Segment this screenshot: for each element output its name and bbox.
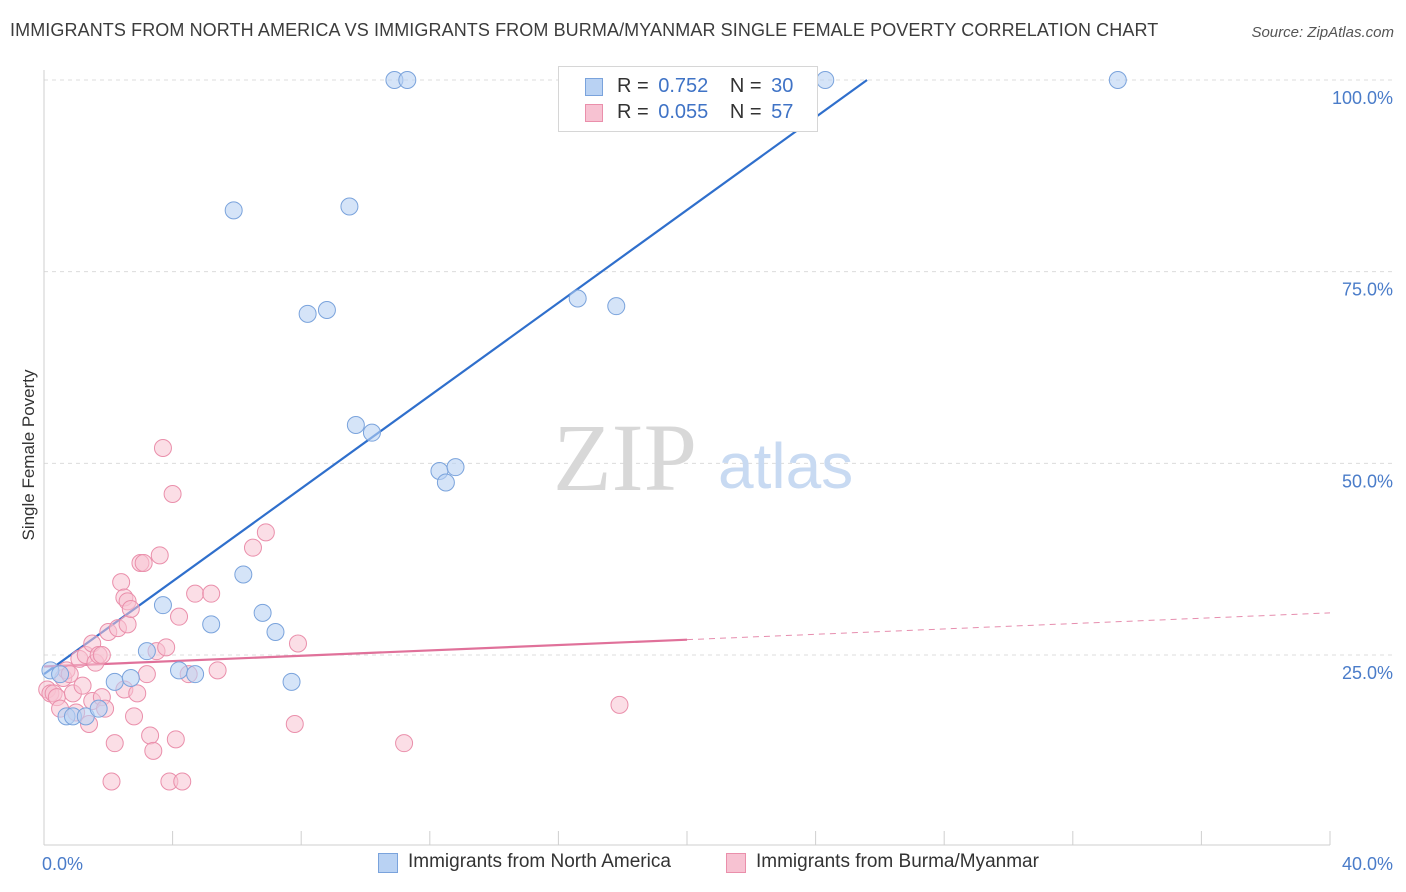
gridlines [44, 79, 1392, 656]
legend-text: R = 0.752 N = 30 [617, 75, 793, 98]
data-point-burma [137, 665, 156, 684]
legend-n-value: 30 [771, 75, 794, 97]
data-point-north-america [317, 301, 336, 319]
trend-line-burma [43, 638, 688, 668]
legend-r-value: 0.752 [658, 75, 709, 97]
data-point-north-america [266, 623, 285, 641]
series-swatch-blue [378, 853, 398, 873]
legend-r-label: R = [617, 75, 649, 97]
data-point-burma [202, 584, 221, 603]
data-point-north-america [202, 615, 221, 634]
legend-r-label: R = [617, 101, 649, 123]
data-point-north-america [446, 458, 465, 477]
data-point-burma [118, 615, 137, 634]
correlation-legend: R = 0.752 N = 30 R = 0.055 N = 57 [558, 66, 818, 132]
data-point-north-america [89, 699, 108, 718]
data-point-north-america [153, 596, 172, 615]
legend-swatch-pink [585, 104, 603, 122]
data-point-north-america [282, 672, 301, 691]
data-point-burma [134, 554, 153, 572]
data-point-north-america [234, 565, 253, 584]
legend-n-label: N = [729, 75, 762, 97]
data-point-burma [285, 715, 304, 733]
data-point-burma [125, 707, 144, 726]
data-point-burma [170, 607, 189, 626]
data-point-burma [92, 646, 111, 664]
legend-swatch-blue [585, 78, 603, 96]
data-point-north-america [816, 71, 835, 89]
data-point-burma [112, 573, 131, 592]
data-point-burma [395, 734, 414, 753]
data-point-burma [288, 634, 307, 653]
data-point-north-america [607, 297, 626, 316]
tick-labels: 25.0% 50.0% 75.0% 100.0% 0.0% 40.0% [42, 88, 1393, 874]
series-legend: Immigrants from North America Immigrants… [0, 851, 1406, 879]
data-point-north-america [1108, 71, 1127, 89]
y-tick-label: 25.0% [1342, 663, 1393, 683]
data-point-burma [121, 600, 140, 618]
data-point-burma [243, 538, 262, 557]
data-point-north-america [137, 642, 156, 661]
data-point-burma [166, 730, 185, 749]
data-point-burma [144, 741, 163, 760]
data-point-burma [153, 439, 172, 457]
data-point-north-america [121, 669, 140, 687]
data-point-burma [163, 485, 182, 503]
data-point-burma [186, 584, 205, 603]
series-name: Immigrants from North America [408, 851, 671, 872]
data-point-north-america [298, 304, 317, 323]
trend-line-burma-extension [686, 612, 1331, 641]
data-point-north-america [436, 473, 455, 492]
axes [43, 70, 1331, 846]
data-point-north-america [224, 201, 243, 220]
y-tick-label: 50.0% [1342, 471, 1393, 491]
data-point-north-america [362, 423, 381, 442]
data-point-north-america [398, 71, 417, 89]
legend-r-value: 0.055 [658, 101, 709, 123]
data-point-burma [141, 726, 160, 745]
series-name: Immigrants from Burma/Myanmar [756, 851, 1039, 872]
data-points [38, 71, 1127, 791]
watermark-atlas: atlas [718, 430, 853, 502]
data-point-burma [102, 772, 121, 791]
x-tick-label: 0.0% [42, 854, 83, 874]
y-tick-label: 100.0% [1332, 88, 1393, 108]
data-point-burma [73, 676, 92, 695]
data-point-north-america [346, 416, 365, 434]
data-point-burma [610, 695, 629, 714]
data-point-north-america [568, 289, 587, 308]
data-point-north-america [186, 665, 205, 684]
data-point-burma [105, 734, 124, 753]
series-swatch-pink [726, 853, 746, 873]
y-axis-label: Single Female Poverty [19, 369, 38, 541]
data-point-burma [173, 772, 192, 791]
legend-text: R = 0.055 N = 57 [617, 101, 793, 124]
data-point-north-america [253, 603, 272, 622]
y-tick-label: 75.0% [1342, 280, 1393, 300]
x-tick-label: 40.0% [1342, 854, 1393, 874]
trend-line-north-america [43, 79, 868, 676]
data-point-burma [157, 638, 176, 657]
chart-title: IMMIGRANTS FROM NORTH AMERICA VS IMMIGRA… [10, 20, 1159, 40]
data-point-burma [128, 684, 147, 703]
legend-n-label: N = [729, 101, 762, 123]
data-point-north-america [51, 665, 70, 684]
chart-source: Source: ZipAtlas.com [1251, 24, 1394, 41]
trend-lines [43, 79, 1331, 676]
watermark-zip: ZIP [553, 404, 697, 511]
data-point-burma [150, 546, 169, 565]
data-point-north-america [170, 661, 189, 680]
data-point-burma [256, 523, 275, 542]
data-point-north-america [340, 197, 359, 216]
legend-n-value: 57 [771, 101, 794, 123]
data-point-north-america [105, 672, 124, 691]
data-point-burma [208, 661, 227, 680]
